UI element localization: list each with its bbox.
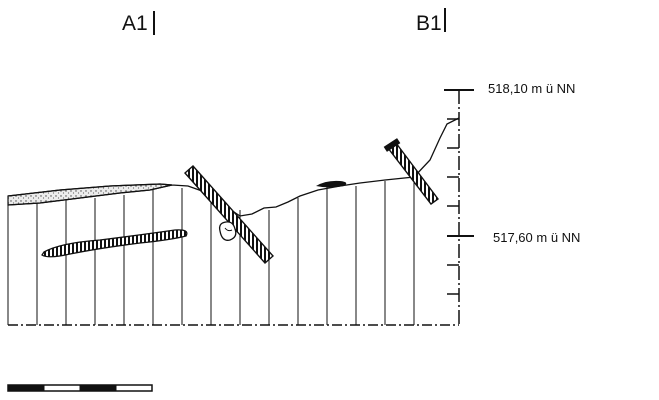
section-marker-a1	[153, 11, 155, 35]
hatched-post-right	[386, 142, 439, 205]
section-label-b1: B1	[416, 12, 442, 35]
section-marker-b1	[444, 8, 446, 32]
scale-bar	[7, 384, 153, 392]
hatched-lens-feature	[41, 229, 188, 258]
post-cap-right	[383, 138, 401, 152]
vertical-grid-lines	[7, 178, 415, 325]
elevation-scale	[444, 89, 474, 325]
hatched-post-left	[184, 165, 274, 264]
ground-surface-line	[7, 117, 460, 217]
surface-object	[316, 180, 347, 188]
elevation-label-lower: 517,60 m ü NN	[493, 230, 581, 245]
elevation-label-upper: 518,10 m ü NN	[488, 81, 576, 96]
stone-object	[218, 221, 237, 241]
section-label-a1: A1	[122, 12, 148, 35]
